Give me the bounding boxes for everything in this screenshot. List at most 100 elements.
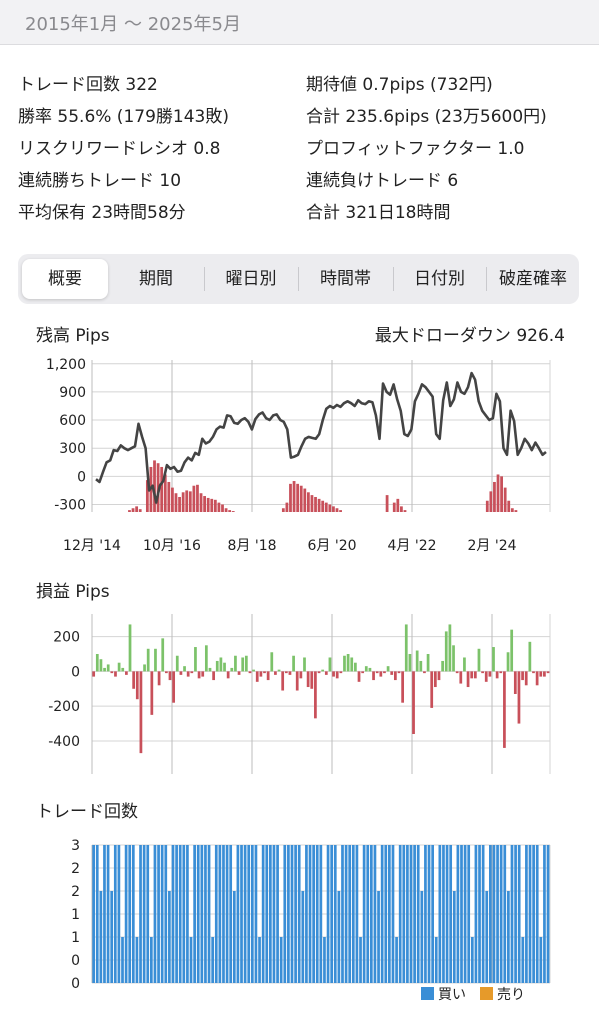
loss-bar xyxy=(390,671,394,675)
buy-count-bar xyxy=(355,845,359,983)
buy-count-bar xyxy=(517,845,521,983)
loss-bar xyxy=(179,671,183,675)
loss-bar xyxy=(317,671,321,674)
profit-bar xyxy=(448,624,452,672)
profit-bar xyxy=(452,645,455,672)
buy-count-bar xyxy=(261,845,265,983)
drawdown-bar xyxy=(163,474,167,512)
loss-bar xyxy=(139,671,143,754)
profit-bar xyxy=(128,624,132,672)
buy-count-bar xyxy=(175,845,178,983)
tab-divider xyxy=(298,267,299,291)
buy-count-bar xyxy=(463,845,467,983)
y-tick-label: 0 xyxy=(71,664,80,680)
buy-count-bar xyxy=(366,845,370,983)
buy-count-bar xyxy=(315,845,319,983)
buy-count-bar xyxy=(546,845,550,983)
buy-count-bar xyxy=(406,845,409,983)
loss-bar xyxy=(150,671,154,715)
profit-bar xyxy=(444,631,448,672)
loss-bar xyxy=(212,671,215,681)
loss-bar xyxy=(513,671,517,694)
loss-bar xyxy=(379,671,383,677)
drawdown-bar xyxy=(503,487,507,512)
drawdown-bar xyxy=(324,502,328,512)
tab-divider xyxy=(204,267,205,291)
loss-bar xyxy=(499,671,503,674)
buy-count-bar xyxy=(153,845,157,983)
drawdown-bar xyxy=(228,510,232,512)
date-range-header[interactable]: 2015年1月 〜 2025年5月 xyxy=(0,0,599,45)
loss-bar xyxy=(295,671,299,691)
buy-count-bar xyxy=(514,845,517,983)
loss-bar xyxy=(263,671,266,674)
loss-bar xyxy=(335,671,339,679)
loss-bar xyxy=(430,671,434,708)
buy-count-bar xyxy=(92,845,96,983)
buy-count-bar xyxy=(424,845,427,983)
loss-bar xyxy=(535,671,539,686)
buy-count-bar xyxy=(496,845,499,983)
buy-count-bar xyxy=(160,845,164,983)
buy-count-bar xyxy=(525,845,528,983)
buy-count-bar xyxy=(377,891,380,983)
drawdown-bar xyxy=(203,496,206,512)
drawdown-bar xyxy=(285,502,289,512)
tab-ruin-probability[interactable]: 破産確率 xyxy=(499,269,567,289)
tab-time-of-day[interactable]: 時間帯 xyxy=(320,269,371,289)
buy-count-bar xyxy=(164,845,168,983)
buy-count-bar xyxy=(481,845,485,983)
profit-bar xyxy=(404,624,408,672)
buy-count-bar xyxy=(103,845,106,983)
buy-count-bar xyxy=(269,845,272,983)
drawdown-bar xyxy=(328,504,332,512)
buy-count-bar xyxy=(168,891,171,983)
profit-bar xyxy=(386,666,390,672)
loss-bar xyxy=(532,671,535,674)
buy-count-bar xyxy=(186,845,189,983)
profit-bar xyxy=(426,654,430,672)
tab-weekday[interactable]: 曜日別 xyxy=(225,269,277,289)
drawdown-bar xyxy=(199,493,203,512)
drawdown-bar xyxy=(167,481,171,512)
stat-total-hold: 合計 321日18時間 xyxy=(306,203,451,223)
drawdown-bar xyxy=(335,508,339,512)
buy-count-bar xyxy=(326,845,330,983)
profit-bar xyxy=(510,629,514,672)
drawdown-bar xyxy=(507,500,511,512)
profit-bar xyxy=(234,655,237,672)
loss-bar xyxy=(255,671,259,682)
buy-count-bar xyxy=(196,845,200,983)
drawdown-bar xyxy=(181,492,185,512)
profit-bar xyxy=(95,654,99,672)
drawdown-bar xyxy=(171,487,174,512)
loss-bar xyxy=(274,671,277,675)
profit-bar xyxy=(343,655,346,672)
tab-period[interactable]: 期間 xyxy=(139,269,173,289)
buy-count-bar xyxy=(113,845,117,983)
buy-count-bar xyxy=(492,845,496,983)
buy-count-bar xyxy=(276,845,279,983)
trade-count-chart-title: トレード回数 xyxy=(36,802,138,822)
drawdown-bar xyxy=(400,506,403,512)
profit-bar xyxy=(244,655,248,672)
profit-bar xyxy=(292,655,295,672)
drawdown-bar xyxy=(196,484,199,512)
buy-count-bar xyxy=(395,937,398,983)
profit-bar xyxy=(303,657,306,672)
buy-count-bar xyxy=(279,937,283,983)
tab-date[interactable]: 日付別 xyxy=(414,269,465,289)
stat-risk-reward: リスクリワードレシオ 0.8 xyxy=(18,139,221,159)
drawdown-bar xyxy=(296,483,300,512)
x-tick-label: 4月 '22 xyxy=(387,538,436,554)
pnl-chart-title: 損益 Pips xyxy=(36,582,110,602)
drawdown-bar xyxy=(145,480,149,512)
legend-buy-swatch xyxy=(421,987,434,1000)
tab-overview[interactable]: 概要 xyxy=(22,259,108,299)
buy-count-bar xyxy=(305,845,308,983)
buy-count-bar xyxy=(398,845,402,983)
x-tick-label: 12月 '14 xyxy=(63,538,121,554)
loss-bar xyxy=(433,671,437,688)
y-tick-label: 2 xyxy=(71,861,80,877)
loss-bar xyxy=(372,671,375,681)
